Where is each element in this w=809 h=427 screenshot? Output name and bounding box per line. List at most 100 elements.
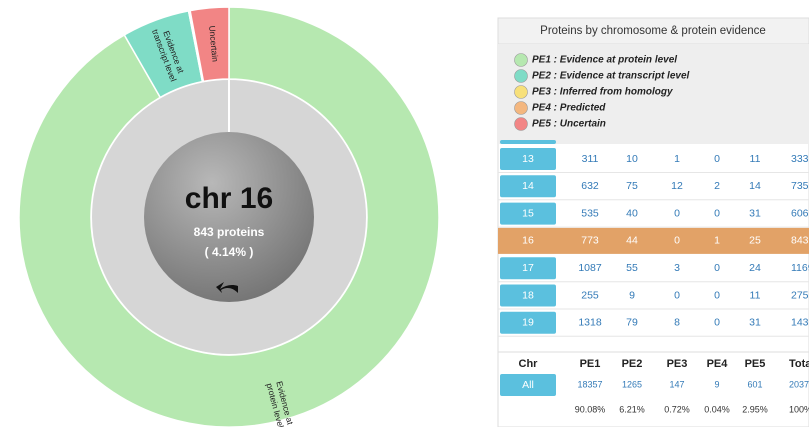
cell-value: 10 bbox=[626, 153, 638, 165]
cell-value: 11 bbox=[750, 289, 761, 301]
chr-label[interactable]: 13 bbox=[522, 153, 534, 165]
sunburst: chr 16 843 proteins ( 4.14% ) Evidence a… bbox=[18, 6, 440, 427]
chr-label[interactable]: 15 bbox=[522, 207, 534, 219]
cell-value: 333 bbox=[791, 153, 809, 165]
cell-value: 632 bbox=[581, 180, 599, 192]
ring-label-line: Uncertain bbox=[207, 25, 220, 62]
percent-value: 0.04% bbox=[704, 404, 730, 414]
cell-value: 1318 bbox=[578, 317, 602, 329]
panel-header bbox=[497, 17, 809, 45]
cell-value: 8 bbox=[674, 317, 680, 329]
cell-value: 75 bbox=[626, 180, 638, 192]
all-value: 18357 bbox=[577, 379, 602, 389]
cell-value: 1 bbox=[674, 153, 680, 165]
center-title: chr 16 bbox=[185, 182, 273, 215]
cell-value: 11 bbox=[750, 153, 761, 165]
chr-button[interactable] bbox=[500, 311, 556, 334]
legend-swatch bbox=[514, 53, 528, 67]
cell-value: 44 bbox=[626, 235, 638, 247]
cell-value: 55 bbox=[626, 262, 638, 274]
cell-value: 1436 bbox=[791, 317, 809, 329]
cell-value: 12 bbox=[671, 180, 683, 192]
chr-label[interactable]: 17 bbox=[522, 262, 534, 274]
all-value: 147 bbox=[669, 379, 684, 389]
cell-value: 14 bbox=[749, 180, 761, 192]
center-circle[interactable] bbox=[144, 132, 314, 302]
cell-value: 606 bbox=[791, 207, 809, 219]
chr-button[interactable] bbox=[500, 202, 556, 225]
cell-value: 0 bbox=[714, 153, 720, 165]
chr-button[interactable] bbox=[500, 284, 556, 307]
cell-value: 0 bbox=[714, 207, 720, 219]
legend-area bbox=[498, 44, 809, 144]
header-label: Total bbox=[789, 358, 809, 370]
cell-value: 0 bbox=[674, 289, 680, 301]
cell-value: 1087 bbox=[578, 262, 602, 274]
scroll-stub bbox=[500, 140, 556, 144]
legend-label: PE3 : Inferred from homology bbox=[532, 87, 673, 98]
legend-swatch bbox=[514, 69, 528, 83]
chr-label[interactable]: 19 bbox=[522, 317, 534, 329]
cell-value: 1 bbox=[714, 235, 720, 247]
percent-value: 90.08% bbox=[575, 404, 606, 414]
legend-label: PE4 : Predicted bbox=[532, 103, 606, 114]
cell-value: 275 bbox=[791, 289, 809, 301]
cell-value: 31 bbox=[749, 317, 761, 329]
cell-value: 535 bbox=[581, 207, 599, 219]
cell-value: 25 bbox=[749, 235, 761, 247]
header-label: PE3 bbox=[667, 358, 688, 370]
cell-value: 9 bbox=[629, 289, 635, 301]
cell-value: 0 bbox=[714, 289, 720, 301]
cell-value: 24 bbox=[749, 262, 761, 274]
cell-value: 31 bbox=[749, 207, 761, 219]
ring-segment[interactable] bbox=[189, 6, 230, 83]
cell-value: 0 bbox=[714, 262, 720, 274]
all-label[interactable]: All bbox=[522, 379, 534, 391]
header-label: PE5 bbox=[745, 358, 766, 370]
cell-value: 40 bbox=[626, 207, 638, 219]
header-label: PE4 bbox=[707, 358, 729, 370]
chr-button[interactable] bbox=[500, 148, 556, 170]
cell-value: 0 bbox=[674, 235, 680, 247]
ring-label: Uncertain bbox=[207, 25, 220, 62]
cell-value: 0 bbox=[714, 317, 720, 329]
panel-title: Proteins by chromosome & protein evidenc… bbox=[540, 25, 766, 37]
back-icon[interactable] bbox=[216, 282, 238, 293]
cell-value: 311 bbox=[582, 153, 599, 165]
header-label: PE2 bbox=[622, 358, 643, 370]
center-count: 843 proteins bbox=[194, 225, 265, 239]
cell-value: 255 bbox=[581, 289, 599, 301]
percent-value: 0.72% bbox=[664, 404, 690, 414]
all-value: 1265 bbox=[622, 379, 642, 389]
legend-label: PE2 : Evidence at transcript level bbox=[532, 71, 690, 82]
cell-value: 2 bbox=[714, 180, 720, 192]
center-percent: ( 4.14% ) bbox=[205, 245, 254, 259]
cell-value: 735 bbox=[791, 180, 809, 192]
chr-button[interactable] bbox=[500, 175, 556, 198]
row-highlight bbox=[498, 227, 809, 254]
legend-swatch bbox=[514, 85, 528, 99]
legend-swatch bbox=[514, 101, 528, 115]
all-value: 601 bbox=[747, 379, 762, 389]
header-label: Chr bbox=[519, 358, 539, 370]
all-button[interactable] bbox=[500, 374, 556, 396]
chr-label[interactable]: 14 bbox=[522, 180, 534, 192]
cell-value: 0 bbox=[674, 207, 680, 219]
cell-value: 3 bbox=[674, 262, 680, 274]
cell-value: 79 bbox=[626, 317, 638, 329]
ring-segment[interactable] bbox=[18, 6, 440, 427]
cell-value: 773 bbox=[581, 235, 599, 247]
chr-button[interactable] bbox=[500, 257, 556, 280]
chr-label[interactable]: 16 bbox=[522, 235, 534, 247]
percent-value: 100% bbox=[789, 404, 809, 414]
chr-label[interactable]: 18 bbox=[522, 289, 534, 301]
percent-value: 6.21% bbox=[619, 404, 645, 414]
header-label: PE1 bbox=[580, 358, 601, 370]
legend-label: PE1 : Evidence at protein level bbox=[532, 55, 677, 66]
legend-swatch bbox=[514, 117, 528, 131]
legend-label: PE5 : Uncertain bbox=[532, 119, 606, 130]
percent-value: 2.95% bbox=[742, 404, 768, 414]
cell-value: 1169 bbox=[791, 262, 809, 274]
